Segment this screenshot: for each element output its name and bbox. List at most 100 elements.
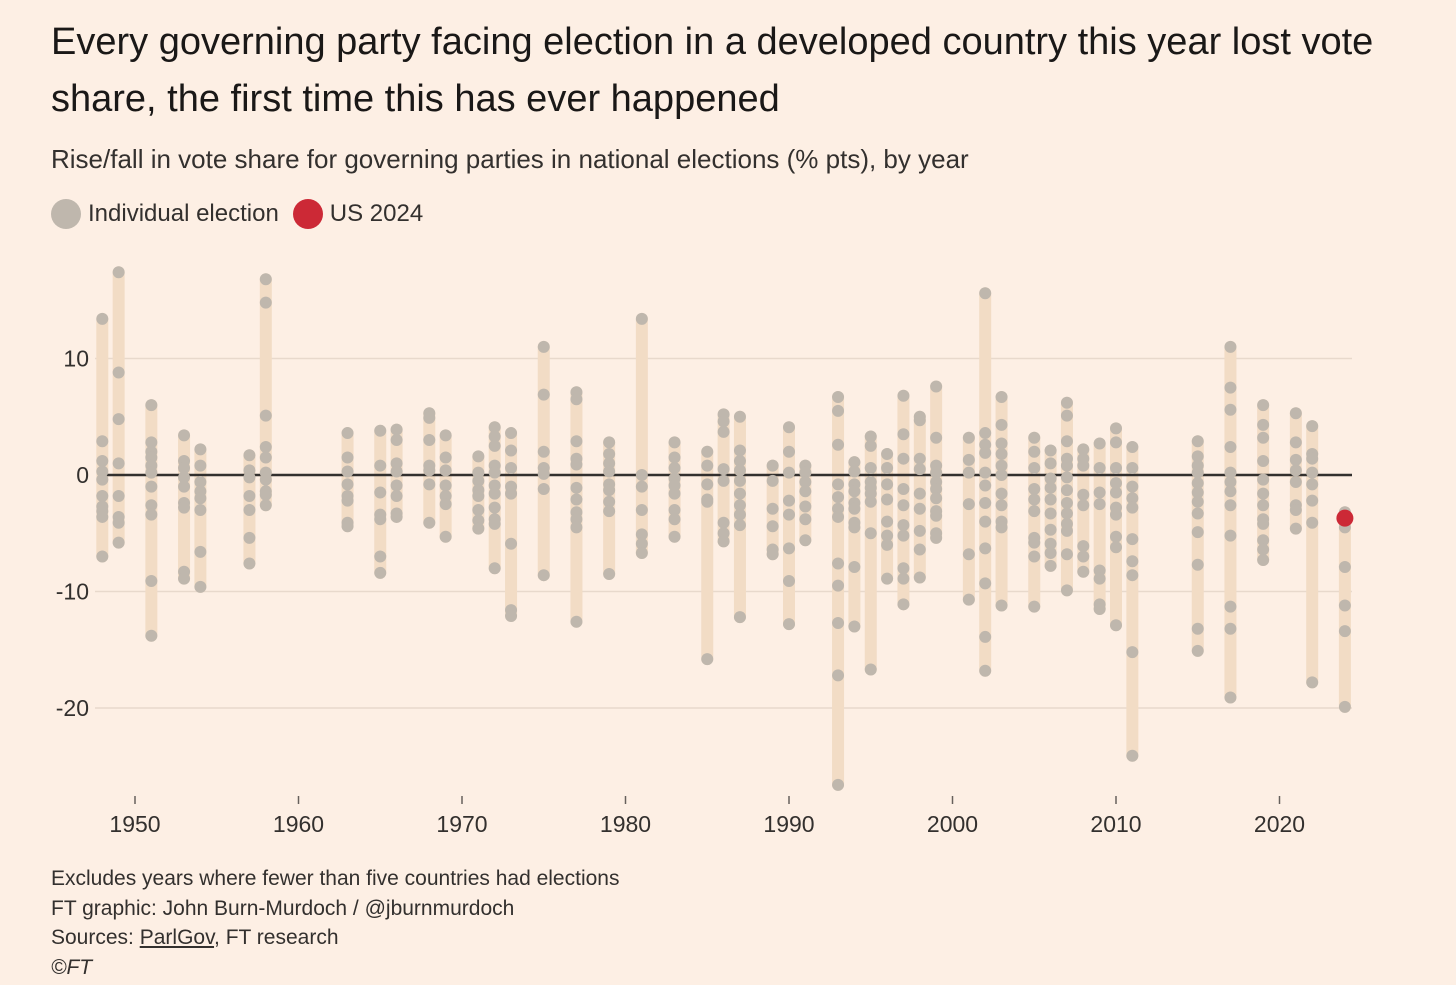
election-dot	[864, 495, 877, 508]
election-dot	[1126, 492, 1139, 505]
election-dot	[995, 499, 1008, 512]
election-dot	[799, 485, 812, 498]
election-dot	[897, 572, 910, 585]
election-dot	[537, 340, 550, 353]
election-dot	[1110, 436, 1122, 449]
election-dot	[897, 519, 910, 532]
chart-subtitle: Rise/fall in vote share for governing pa…	[51, 144, 969, 174]
election-dot	[374, 459, 387, 472]
election-dot	[1224, 466, 1237, 479]
election-dot	[995, 390, 1008, 403]
election-dot	[1191, 622, 1204, 635]
election-dot	[96, 550, 109, 563]
election-dot	[570, 435, 583, 448]
election-dot	[783, 421, 795, 434]
election-dot	[390, 479, 403, 492]
election-dot	[341, 494, 354, 507]
election-dot	[1126, 555, 1139, 568]
election-dot	[783, 466, 795, 479]
election-dot	[570, 493, 583, 506]
election-dot	[930, 380, 943, 393]
election-dot	[897, 499, 910, 512]
election-dot	[799, 513, 812, 526]
election-dot	[112, 366, 125, 379]
election-dot	[979, 446, 992, 459]
election-dot	[488, 487, 501, 500]
election-dot	[979, 479, 992, 492]
election-dot	[1191, 558, 1204, 571]
election-dot	[1044, 547, 1057, 560]
election-dot	[145, 508, 158, 521]
election-dot	[848, 456, 861, 469]
parlgov-link[interactable]: ParlGov	[139, 926, 215, 949]
election-dot	[733, 508, 746, 521]
election-dot	[783, 542, 795, 555]
election-dot	[472, 450, 485, 463]
election-dot	[243, 557, 256, 570]
election-dot	[1077, 443, 1090, 456]
election-dot	[1060, 396, 1073, 409]
election-dot	[1028, 431, 1041, 444]
election-dot	[1191, 495, 1204, 508]
election-dot	[1110, 477, 1122, 490]
election-dot	[1289, 464, 1302, 477]
election-dot	[848, 465, 861, 478]
election-dot	[603, 568, 616, 581]
election-dot	[259, 488, 272, 501]
election-dot	[390, 465, 403, 478]
election-dot	[1257, 487, 1270, 500]
election-dot	[488, 562, 501, 575]
y-tick-label: 10	[63, 346, 89, 372]
election-dot	[1257, 399, 1270, 412]
election-dot	[979, 427, 992, 440]
election-dot	[1060, 471, 1073, 484]
election-dot	[194, 443, 207, 456]
election-dot	[995, 459, 1008, 472]
election-dot	[848, 502, 861, 515]
election-dot	[1028, 493, 1041, 506]
election-dot	[423, 478, 436, 491]
election-dot	[1306, 452, 1319, 465]
election-dot	[717, 474, 730, 487]
election-dot	[995, 448, 1008, 461]
election-dot	[243, 471, 256, 484]
election-dot	[995, 599, 1008, 612]
election-dot	[1126, 501, 1139, 514]
election-dot	[1224, 499, 1237, 512]
election-dot	[423, 516, 436, 529]
election-dot	[897, 562, 910, 575]
election-dot	[603, 495, 616, 508]
election-dot	[488, 466, 501, 479]
election-dot	[962, 431, 975, 444]
election-dot	[390, 434, 403, 447]
election-dot	[701, 495, 714, 508]
election-dot	[1028, 505, 1041, 518]
election-dot	[1060, 459, 1073, 472]
election-dot	[537, 569, 550, 582]
election-dot	[1289, 453, 1302, 466]
election-dot	[897, 598, 910, 611]
x-tick-label: 1990	[763, 811, 814, 837]
election-dot	[717, 516, 730, 529]
election-dot	[881, 448, 894, 461]
chart-title: Every governing party facing election in…	[51, 21, 1374, 120]
election-dot	[1044, 493, 1057, 506]
election-dot	[1044, 444, 1057, 457]
election-dot	[930, 466, 943, 479]
election-dot	[194, 492, 207, 505]
election-dot	[1060, 435, 1073, 448]
election-dot	[178, 572, 191, 585]
election-dot	[488, 430, 501, 443]
election-dot	[913, 487, 926, 500]
election-dot	[1126, 480, 1139, 493]
election-dot	[423, 411, 436, 424]
election-dot	[783, 508, 795, 521]
election-dot	[145, 466, 158, 479]
election-dot	[979, 515, 992, 528]
election-dot	[799, 534, 812, 547]
election-dot	[374, 486, 387, 499]
election-dot	[505, 537, 518, 550]
election-dot	[635, 480, 648, 493]
election-dot	[979, 466, 992, 479]
x-tick-label: 2000	[927, 811, 978, 837]
